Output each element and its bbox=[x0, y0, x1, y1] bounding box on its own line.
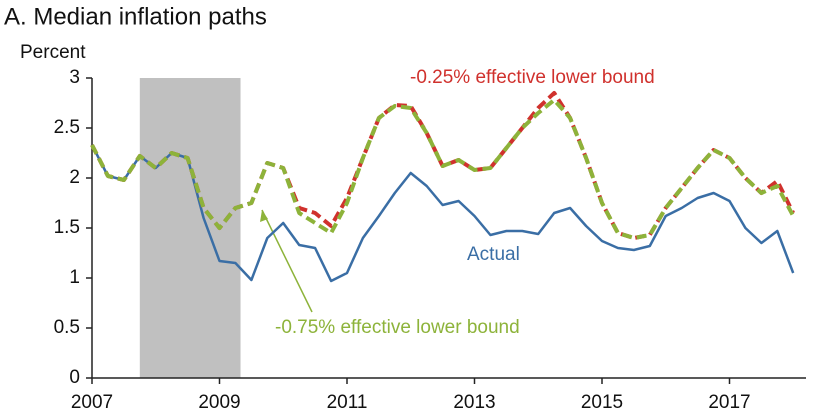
y-tick-label: 3 bbox=[69, 67, 80, 88]
x-tick-label: 2015 bbox=[581, 392, 623, 413]
shaded-period bbox=[139, 78, 241, 378]
y-tick-label: 0.5 bbox=[54, 317, 80, 338]
x-tick-label: 2011 bbox=[327, 392, 368, 413]
series-line bbox=[90, 98, 795, 240]
arrow-head bbox=[260, 210, 268, 222]
series-line bbox=[90, 144, 795, 283]
y-axis-label: Percent bbox=[20, 42, 86, 63]
x-tick-label: 2017 bbox=[708, 392, 750, 413]
y-tick-label: 0 bbox=[69, 367, 80, 388]
series-label: Actual bbox=[467, 244, 520, 265]
y-tick-label: 2.5 bbox=[54, 117, 80, 138]
chart-title: A. Median inflation paths bbox=[4, 3, 267, 30]
annotation-arrow bbox=[261, 209, 313, 313]
y-tick-label: 2 bbox=[69, 167, 80, 188]
y-tick-label: 1 bbox=[69, 267, 80, 288]
series-label: -0.25% effective lower bound bbox=[410, 67, 655, 88]
series-label: -0.75% effective lower bound bbox=[275, 317, 520, 338]
y-tick-label: 1.5 bbox=[54, 217, 80, 238]
x-tick-label: 2013 bbox=[453, 392, 495, 413]
x-tick-label: 2007 bbox=[71, 392, 113, 413]
x-tick-label: 2009 bbox=[198, 392, 240, 413]
